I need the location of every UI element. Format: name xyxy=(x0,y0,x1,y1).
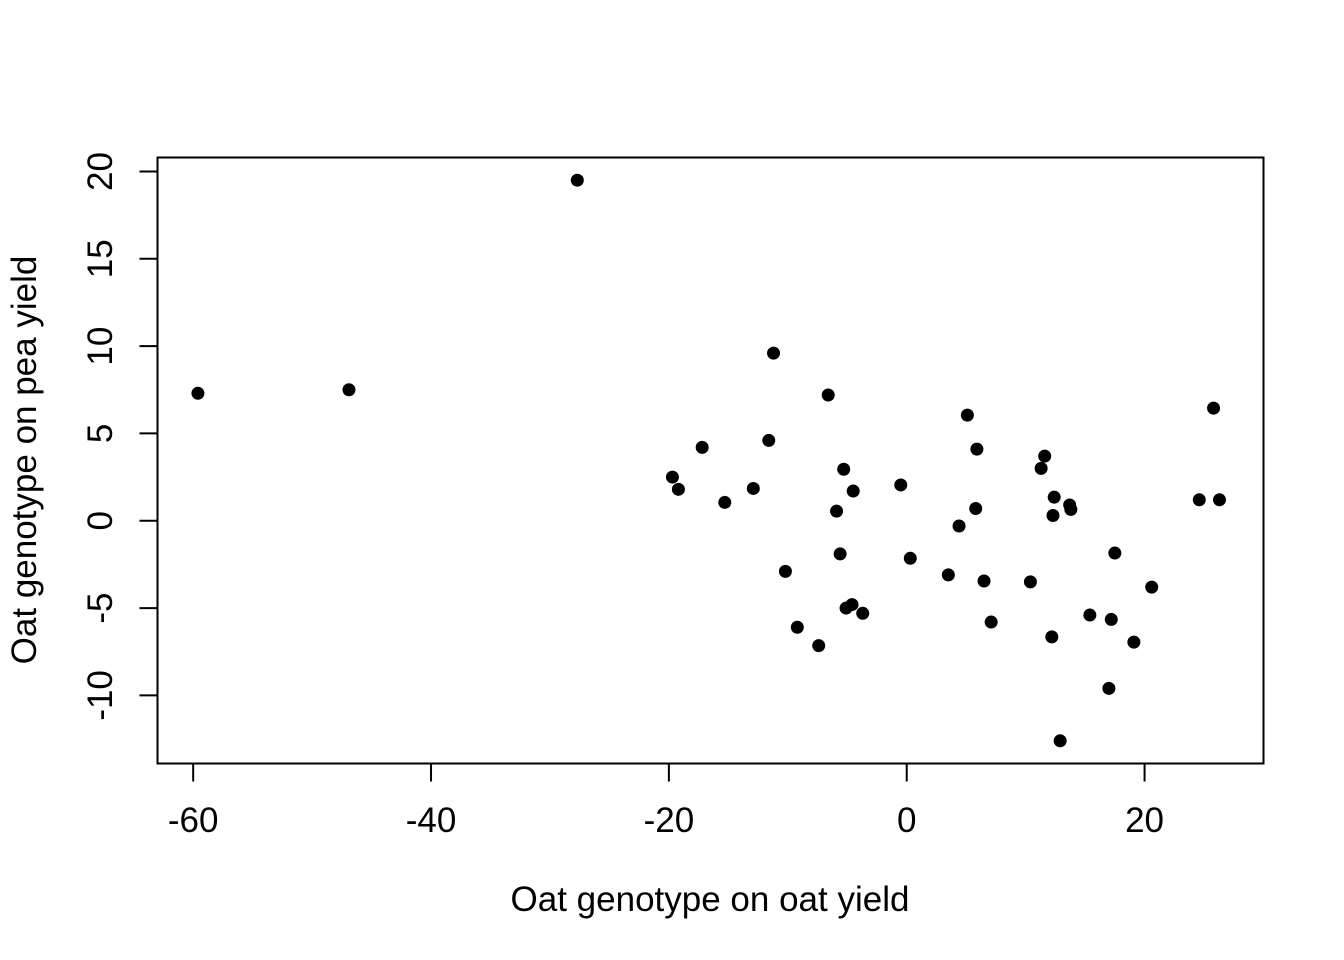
data-point xyxy=(1083,608,1097,622)
data-point xyxy=(856,606,870,620)
data-point xyxy=(718,495,732,509)
data-point xyxy=(941,568,955,582)
y-tick-label: 0 xyxy=(81,511,120,530)
data-point xyxy=(846,484,860,498)
data-point xyxy=(1127,635,1141,649)
x-tick-label: -20 xyxy=(644,801,695,840)
data-point xyxy=(1047,490,1061,504)
data-point xyxy=(821,388,835,402)
y-tick-label: 15 xyxy=(81,239,120,278)
data-point xyxy=(191,386,205,400)
data-point xyxy=(665,470,679,484)
data-point xyxy=(1102,681,1116,695)
x-axis-title: Oat genotype on oat yield xyxy=(511,880,910,919)
data-point xyxy=(1034,461,1048,475)
data-point xyxy=(746,481,760,495)
x-tick-label: 20 xyxy=(1125,801,1164,840)
y-tick-label: 20 xyxy=(81,152,120,191)
plot-frame xyxy=(156,156,1265,765)
data-point xyxy=(1038,449,1052,463)
data-point xyxy=(977,574,991,588)
data-point xyxy=(1207,401,1221,415)
data-point xyxy=(778,564,792,578)
data-point xyxy=(970,442,984,456)
data-point xyxy=(903,551,917,565)
data-point xyxy=(1145,580,1159,594)
data-point xyxy=(671,482,685,496)
data-point xyxy=(762,433,776,447)
data-point xyxy=(767,346,781,360)
x-tick-label: 0 xyxy=(897,801,916,840)
x-tick-label: -40 xyxy=(406,801,457,840)
data-point xyxy=(1192,493,1206,507)
data-point xyxy=(570,173,584,187)
data-point xyxy=(1046,509,1060,523)
data-point xyxy=(830,504,844,518)
data-point xyxy=(1108,546,1122,560)
data-point xyxy=(1053,734,1067,748)
y-tick-label: -10 xyxy=(81,670,120,721)
data-points xyxy=(191,173,1226,748)
data-point xyxy=(695,440,709,454)
data-point xyxy=(1045,630,1059,644)
data-point xyxy=(1064,502,1078,516)
data-point xyxy=(969,502,983,516)
data-point xyxy=(1212,493,1226,507)
data-point xyxy=(845,598,859,612)
data-point xyxy=(952,519,966,533)
data-point xyxy=(1104,612,1118,626)
y-tick-label: 10 xyxy=(81,327,120,366)
y-tick-label: -5 xyxy=(81,593,120,624)
data-point xyxy=(342,383,356,397)
data-point xyxy=(833,547,847,561)
x-axis: -60 -40 -20 0 20 xyxy=(168,762,1164,840)
data-point xyxy=(1023,575,1037,589)
data-point xyxy=(812,639,826,653)
y-axis: -10 -5 0 5 10 15 20 xyxy=(81,152,159,721)
data-point xyxy=(960,408,974,422)
x-tick-label: -60 xyxy=(168,801,219,840)
y-tick-label: 5 xyxy=(81,424,120,443)
y-axis-title: Oat genotype on pea yield xyxy=(5,256,44,665)
data-point xyxy=(837,462,851,476)
data-point xyxy=(984,615,998,629)
data-point xyxy=(790,620,804,634)
data-point xyxy=(894,478,908,492)
